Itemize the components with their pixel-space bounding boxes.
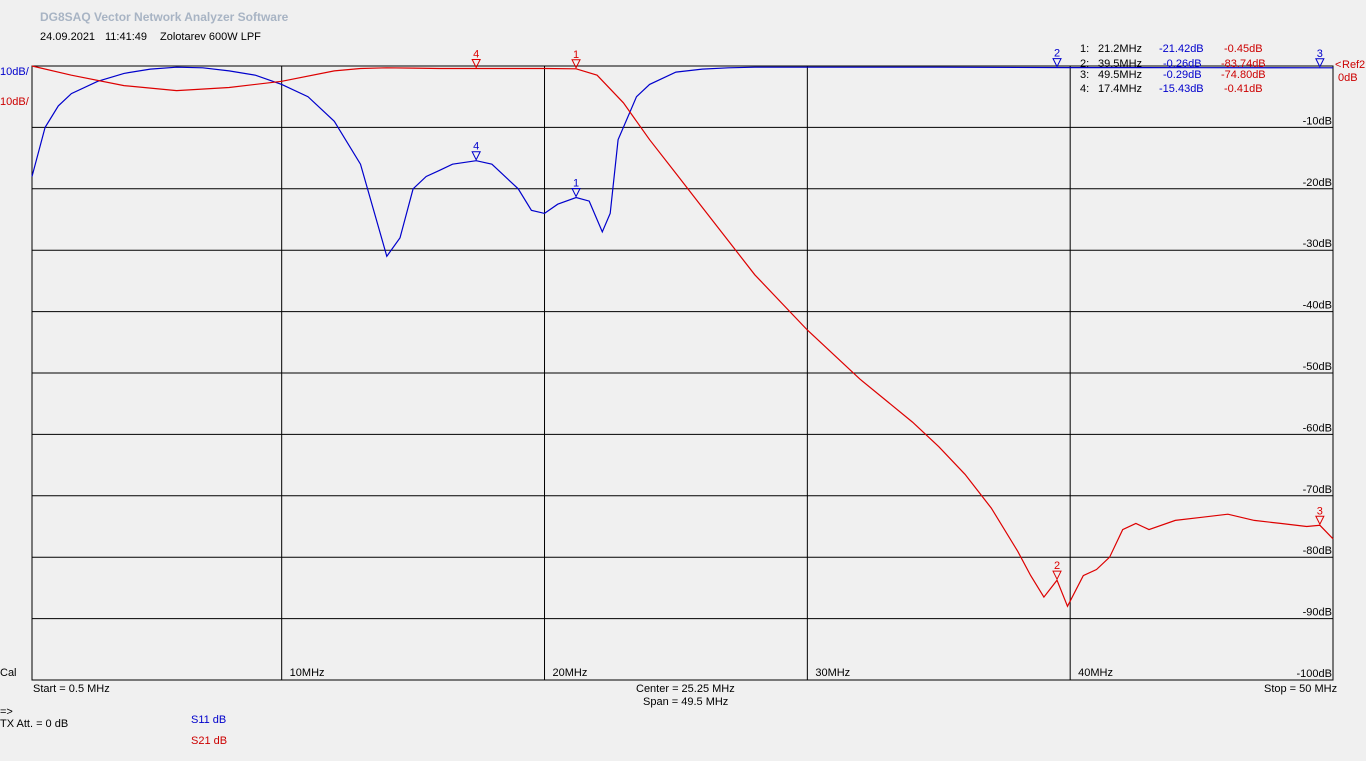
marker-label: 4 [473,49,479,61]
marker-s11: -21.42dB [1159,43,1204,55]
start-freq: Start = 0.5 MHz [33,683,110,695]
marker-number: 4: [1080,83,1090,95]
marker-s11: -0.26dB [1163,58,1202,70]
marker-triangle[interactable] [471,151,481,161]
marker-freq: 49.5MHz [1098,69,1143,81]
marker-s21: -0.41dB [1224,83,1263,95]
marker-s11: -0.29dB [1163,69,1202,81]
app-title: DG8SAQ Vector Network Analyzer Software [40,10,289,24]
span-freq: Span = 49.5 MHz [643,696,729,708]
center-freq: Center = 25.25 MHz [636,683,735,695]
grid [31,65,1334,681]
marker-triangle[interactable] [571,59,581,69]
marker-number: 1: [1080,43,1090,55]
marker-freq: 21.2MHz [1098,43,1143,55]
y-tick-label: -10dB [1303,115,1332,127]
marker-triangle[interactable] [1052,570,1062,581]
tx-attenuation: TX Att. = 0 dB [0,718,69,730]
series-line-s21 [31,65,1334,608]
marker-row: 1: [1080,43,1089,55]
marker-label: 3 [1317,505,1323,517]
stop-freq: Stop = 50 MHz [1264,683,1338,695]
marker-s11: -15.43dB [1159,83,1204,95]
y-tick-label: -70dB [1303,484,1332,496]
marker-label: 1 [573,49,579,61]
marker-triangle[interactable] [1315,58,1325,68]
marker-s21: -0.45dB [1224,43,1263,55]
y-tick-label: -40dB [1303,300,1332,312]
series-line-s11 [31,66,1334,258]
marker-triangle[interactable] [471,59,481,69]
ref-channel: 2 [1359,59,1366,71]
legend-s21: S21 dB [191,735,228,747]
time-label: 11:41:49 [105,31,148,43]
marker-label: 3 [1317,48,1323,60]
marker-number: 2: [1080,58,1090,70]
markers: 1 1 2 2 3 3 4 4 [471,48,1325,581]
marker-triangle[interactable] [571,188,581,198]
marker-triangle[interactable] [1315,515,1325,526]
y-tick-label: -50dB [1303,361,1332,373]
legend-s11: S11 dB [191,714,227,726]
y-tick-label: -80dB [1303,545,1332,557]
x-tick-label: 20MHz [553,667,588,679]
marker-number: 3: [1080,69,1090,81]
marker-freq: 17.4MHz [1098,83,1143,95]
marker-label: 4 [473,141,479,153]
s11-scale-label: 10dB/ [0,66,29,78]
x-tick-label: 30MHz [815,667,850,679]
y-tick-label: -60dB [1303,422,1332,434]
marker-label: 1 [573,178,579,190]
date-label: 24.09.2021 [40,31,96,43]
marker-label: 2 [1054,560,1060,572]
y-tick-label: -20dB [1303,177,1332,189]
ref-value: 0dB [1338,72,1358,84]
s21-scale-label: 10dB/ [0,96,29,108]
marker-label: 2 [1054,48,1060,60]
ref-arrow: < [1335,59,1342,71]
y-tick-label: -100dB [1297,668,1332,680]
series [31,65,1334,608]
tick-labels: -10dB -20dB -30dB -40dB -50dB -60dB -70dB -80dB… [290,115,1332,680]
arrow-indicator: => [0,706,13,718]
y-tick-label: -90dB [1303,607,1332,619]
marker-triangle[interactable] [1052,58,1062,68]
cal-label[interactable]: Cal [0,667,17,679]
y-tick-label: -30dB [1303,238,1332,250]
description-label: Zolotarev 600W LPF [160,31,261,43]
marker-s21: -83.74dB [1221,58,1266,70]
x-tick-label: 10MHz [290,667,325,679]
ref-label: Ref [1342,59,1360,71]
x-tick-label: 40MHz [1078,667,1113,679]
marker-s21: -74.80dB [1221,69,1266,81]
marker-freq: 39.5MHz [1098,58,1143,70]
